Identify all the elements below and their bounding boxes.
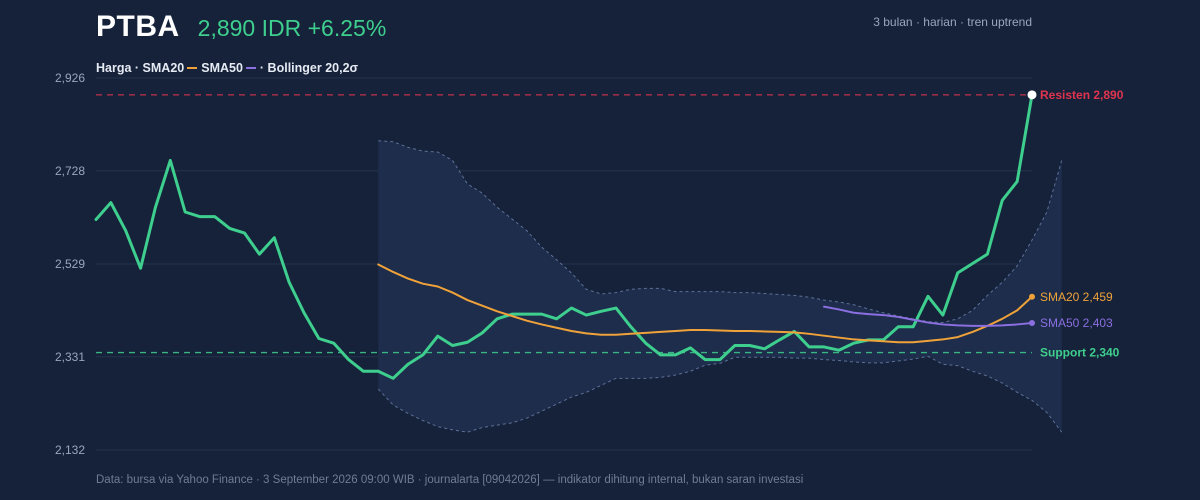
bollinger-upper-line <box>378 140 1063 324</box>
legend-sma50: SMA50 <box>201 61 243 75</box>
resisten-label: Resisten 2,890 <box>1040 88 1124 102</box>
legend-bollinger: · Bollinger 20,2σ <box>259 61 359 75</box>
y-tick-label: 2,728 <box>55 164 85 178</box>
bollinger-lower-line <box>377 355 1063 433</box>
price-change: 2,890 IDR +6.25% <box>197 15 387 41</box>
sma20-line <box>377 263 1033 344</box>
legend-separator: · <box>131 61 143 75</box>
sma20-end-point <box>1029 293 1035 300</box>
bollinger-band-fill <box>378 140 1062 433</box>
ticker-symbol: PTBA <box>96 10 180 43</box>
legend-sma20: SMA20 <box>142 61 185 75</box>
y-tick-label: 2,331 <box>55 350 85 364</box>
y-tick-label: 2,926 <box>55 71 85 85</box>
sma50-end-point <box>1029 320 1035 327</box>
sma20-end-label: SMA20 2,459 <box>1040 290 1113 304</box>
footer-source: Data: bursa via Yahoo Finance · 3 Septem… <box>96 474 804 486</box>
chart-header: PTBA 2,890 IDR +6.25% <box>96 10 386 44</box>
legend-sma20-swatch <box>187 67 198 69</box>
sma50-line <box>823 305 1033 327</box>
legend-sma50-swatch <box>245 67 256 69</box>
legend: Harga · SMA20 SMA50 · Bollinger 20,2σ <box>96 61 358 75</box>
y-tick-label: 2,529 <box>55 257 85 271</box>
y-tick-label: 2,132 <box>55 443 85 457</box>
chart-meta: 3 bulan · harian · tren uptrend <box>873 15 1032 29</box>
price-end-point <box>1027 90 1037 100</box>
support-label: Support 2,340 <box>1040 346 1120 360</box>
sma50-end-label: SMA50 2,403 <box>1040 316 1113 330</box>
legend-price: Harga <box>96 61 132 75</box>
